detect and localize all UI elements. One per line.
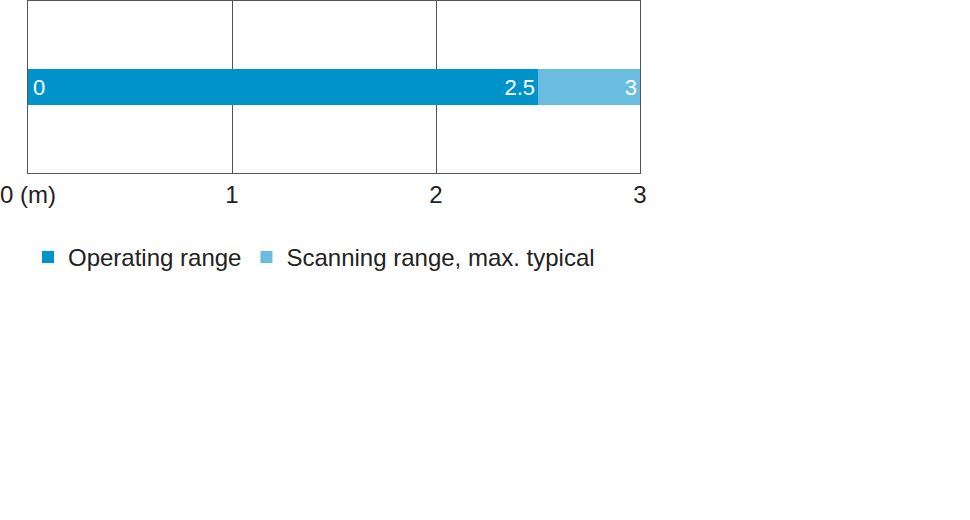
svg-text:2: 2: [429, 181, 442, 208]
svg-text:3: 3: [625, 75, 637, 100]
svg-text:0: 0: [33, 75, 45, 100]
svg-text:0 (m): 0 (m): [0, 181, 56, 208]
svg-text:Operating range: Operating range: [68, 244, 241, 271]
svg-text:1: 1: [225, 181, 238, 208]
svg-text:Scanning range, max. typical: Scanning range, max. typical: [286, 244, 594, 271]
svg-text:3: 3: [633, 181, 646, 208]
svg-text:2.5: 2.5: [504, 75, 535, 100]
